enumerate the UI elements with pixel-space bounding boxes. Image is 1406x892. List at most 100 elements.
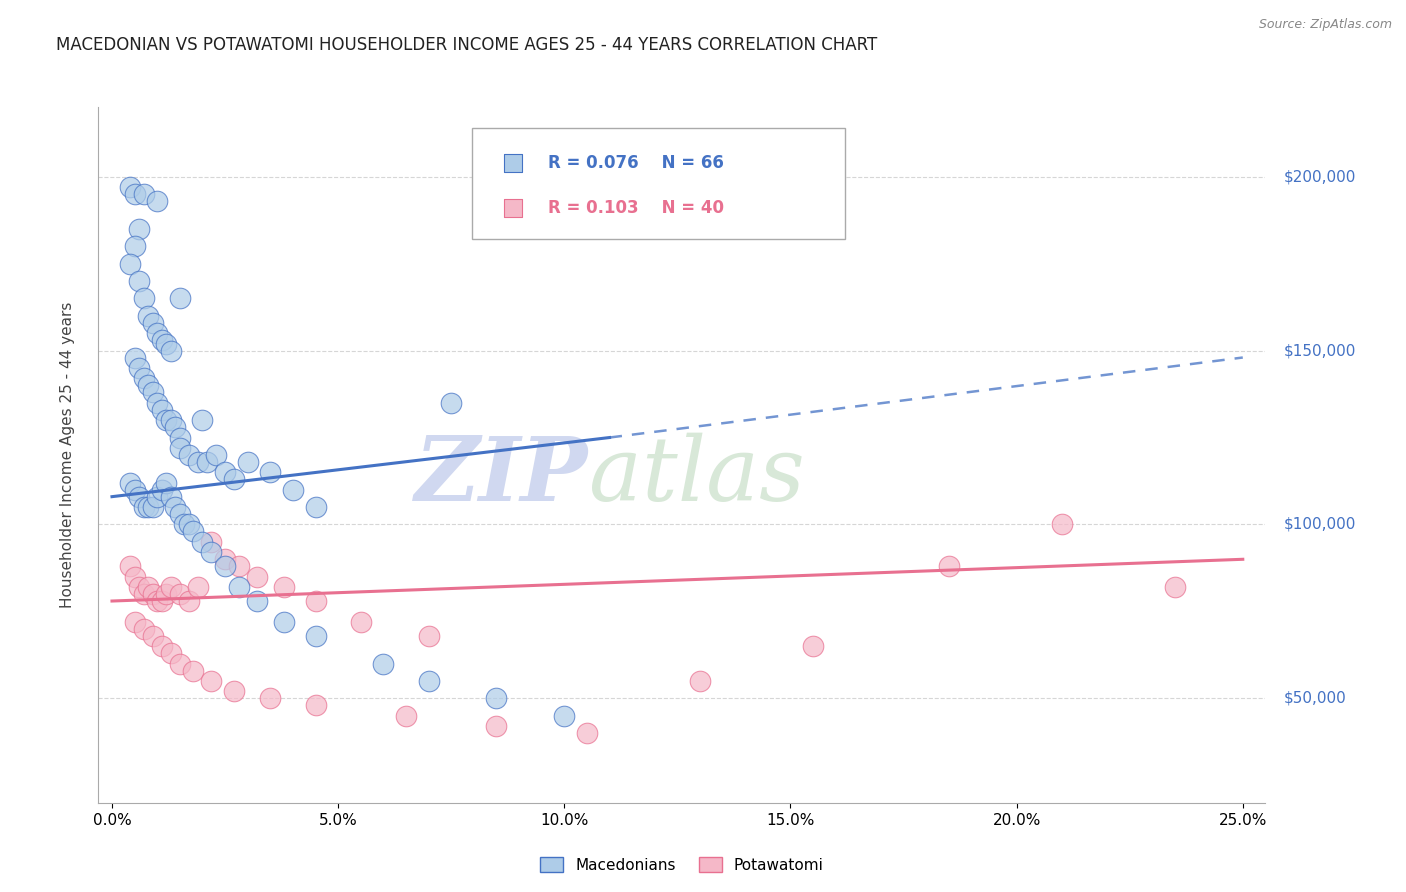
- Point: [273, 580, 295, 594]
- Point: [304, 594, 326, 608]
- Point: [246, 594, 269, 608]
- Text: atlas: atlas: [589, 433, 804, 519]
- Text: ZIP: ZIP: [415, 433, 589, 519]
- Point: [200, 674, 222, 689]
- Point: [228, 559, 250, 574]
- Point: [224, 472, 246, 486]
- Point: [281, 483, 304, 497]
- Point: [142, 316, 165, 330]
- Point: [304, 500, 326, 514]
- Point: [689, 674, 711, 689]
- Point: [373, 657, 395, 671]
- Point: [553, 708, 575, 723]
- Point: [150, 333, 173, 347]
- Point: [485, 691, 508, 706]
- Point: [191, 413, 214, 427]
- Point: [136, 500, 159, 514]
- Point: [146, 395, 169, 409]
- Text: $50,000: $50,000: [1284, 691, 1346, 706]
- Point: [146, 326, 169, 340]
- Point: [228, 580, 250, 594]
- Y-axis label: Householder Income Ages 25 - 44 years: Householder Income Ages 25 - 44 years: [60, 301, 75, 608]
- Point: [155, 336, 177, 351]
- Point: [418, 674, 440, 689]
- Point: [187, 455, 209, 469]
- Point: [159, 646, 181, 660]
- Point: [236, 455, 259, 469]
- Point: [169, 430, 191, 444]
- Point: [146, 594, 169, 608]
- Point: [169, 507, 191, 521]
- Point: [128, 221, 150, 235]
- Point: [159, 490, 181, 504]
- Point: [124, 483, 146, 497]
- Point: [132, 500, 155, 514]
- Point: [173, 517, 195, 532]
- Point: [132, 587, 155, 601]
- Point: [205, 448, 228, 462]
- Point: [273, 615, 295, 629]
- Point: [146, 194, 169, 208]
- Point: [155, 587, 177, 601]
- Point: [169, 441, 191, 455]
- FancyBboxPatch shape: [472, 128, 845, 239]
- Point: [124, 570, 146, 584]
- Point: [132, 622, 155, 636]
- Point: [142, 385, 165, 400]
- Point: [142, 629, 165, 643]
- Point: [124, 351, 146, 365]
- Point: [120, 180, 142, 194]
- Point: [169, 587, 191, 601]
- Point: [177, 448, 200, 462]
- Point: [128, 360, 150, 375]
- Point: [177, 594, 200, 608]
- Point: [259, 466, 281, 480]
- Point: [159, 580, 181, 594]
- Point: [418, 629, 440, 643]
- Point: [195, 455, 218, 469]
- Point: [183, 524, 205, 539]
- Point: [159, 413, 181, 427]
- Point: [142, 500, 165, 514]
- Point: [136, 309, 159, 323]
- Point: [124, 239, 146, 253]
- Point: [155, 413, 177, 427]
- Point: [485, 719, 508, 733]
- Point: [246, 570, 269, 584]
- Point: [132, 371, 155, 385]
- Point: [150, 639, 173, 653]
- Point: [117, 865, 139, 880]
- Point: [304, 629, 326, 643]
- Point: [214, 559, 236, 574]
- Point: [120, 475, 142, 490]
- Point: [128, 580, 150, 594]
- Point: [142, 587, 165, 601]
- Point: [1050, 517, 1073, 532]
- Text: Source: ZipAtlas.com: Source: ZipAtlas.com: [1258, 18, 1392, 31]
- Text: $200,000: $200,000: [1284, 169, 1355, 184]
- Point: [183, 664, 205, 678]
- Point: [440, 395, 463, 409]
- Point: [128, 274, 150, 288]
- Point: [136, 378, 159, 392]
- Point: [177, 517, 200, 532]
- Text: R = 0.103    N = 40: R = 0.103 N = 40: [548, 199, 724, 217]
- Point: [801, 639, 824, 653]
- Point: [124, 615, 146, 629]
- Point: [350, 615, 373, 629]
- Point: [120, 256, 142, 270]
- Point: [155, 475, 177, 490]
- Point: [150, 594, 173, 608]
- Point: [120, 559, 142, 574]
- Point: [136, 580, 159, 594]
- Point: [150, 402, 173, 417]
- Point: [124, 187, 146, 202]
- Point: [150, 483, 173, 497]
- Point: [938, 559, 960, 574]
- Point: [1164, 580, 1187, 594]
- Point: [165, 420, 187, 434]
- Point: [132, 291, 155, 305]
- Point: [214, 466, 236, 480]
- Text: R = 0.076    N = 66: R = 0.076 N = 66: [548, 153, 724, 171]
- Text: $100,000: $100,000: [1284, 517, 1355, 532]
